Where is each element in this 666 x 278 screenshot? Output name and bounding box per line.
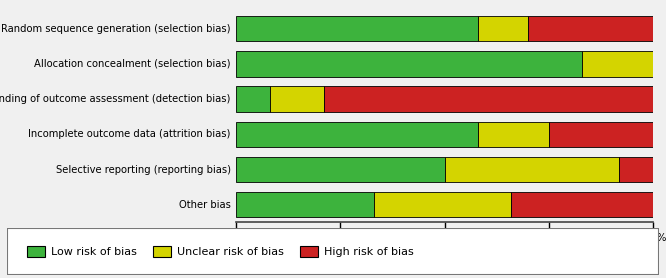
Bar bbox=[236, 122, 478, 147]
Bar bbox=[549, 122, 653, 147]
Bar bbox=[236, 157, 444, 182]
Bar bbox=[444, 157, 619, 182]
Legend: Low risk of bias, Unclear risk of bias, High risk of bias: Low risk of bias, Unclear risk of bias, … bbox=[25, 244, 416, 260]
Bar bbox=[619, 157, 653, 182]
Bar bbox=[527, 16, 653, 41]
Bar bbox=[236, 86, 270, 112]
Bar bbox=[511, 192, 653, 217]
Bar bbox=[324, 86, 653, 112]
Bar bbox=[236, 16, 478, 41]
FancyBboxPatch shape bbox=[7, 228, 659, 275]
Bar bbox=[270, 86, 324, 112]
Bar bbox=[374, 192, 511, 217]
Bar bbox=[236, 51, 582, 77]
Bar bbox=[478, 122, 549, 147]
Bar bbox=[582, 51, 653, 77]
Bar bbox=[478, 16, 527, 41]
Bar bbox=[236, 192, 374, 217]
